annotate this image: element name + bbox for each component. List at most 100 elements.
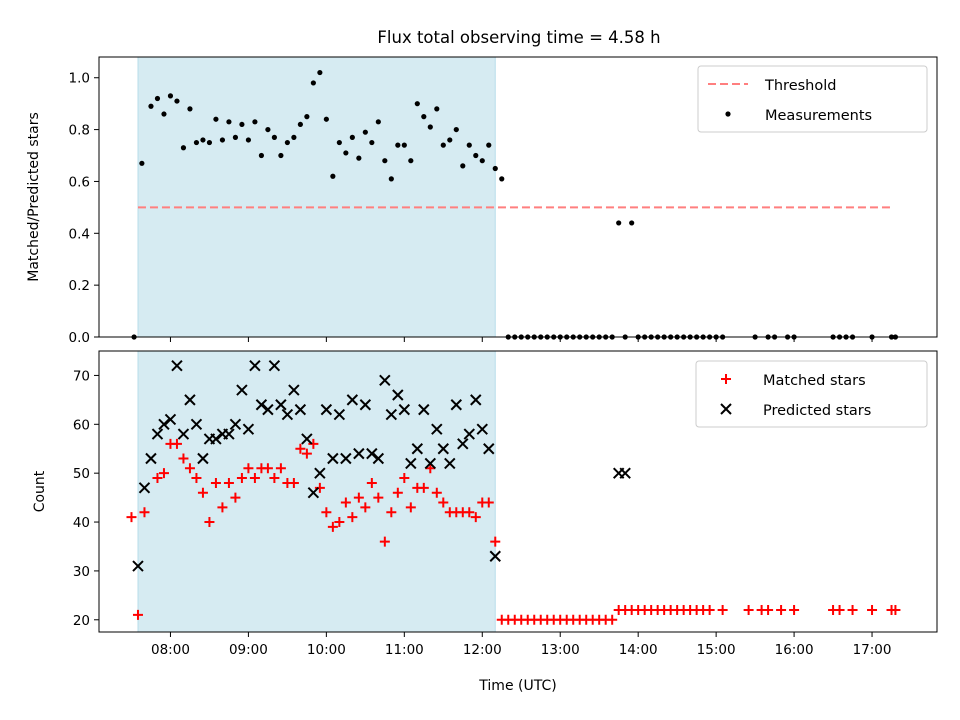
measurement-point — [362, 129, 368, 135]
bottom-axes: 20 30 40 50 60 70 08:00 09:00 10:00 11:00 12:00 13… — [32, 350, 938, 694]
matched-star-point — [353, 492, 364, 503]
x-tick-label: 11:00 — [385, 642, 424, 658]
top-y-tick-label: 0.6 — [69, 174, 90, 190]
predicted-star-point — [197, 452, 209, 465]
predicted-star-point — [184, 394, 196, 406]
predicted-star-point — [418, 403, 430, 416]
measurement-point — [336, 139, 342, 146]
measurement-point — [252, 119, 258, 125]
matched-star-point — [191, 473, 202, 484]
measurement-point — [408, 158, 414, 164]
measurement-point — [239, 121, 245, 128]
x-tick-label: 08:00 — [151, 642, 190, 658]
measurement-point — [369, 139, 375, 146]
measurement-point — [139, 160, 145, 166]
matched-star-point — [178, 453, 189, 464]
bottom-y-axis-label: Count — [32, 470, 48, 512]
measurement-point — [330, 173, 336, 179]
predicted-star-point — [450, 399, 462, 411]
predicted-star-point — [457, 438, 469, 450]
matched-star-point — [399, 473, 410, 484]
predicted-star-point — [275, 399, 287, 411]
predicted-star-point — [210, 433, 222, 445]
bottom-legend: Matched stars Predicted stars — [695, 360, 928, 428]
matched-star-point — [132, 609, 143, 620]
top-y-axis-label: Matched/Predicted stars — [26, 112, 42, 282]
measurement-point — [297, 121, 303, 128]
legend-predicted-swatch — [720, 403, 732, 415]
matched-star-point — [386, 507, 397, 518]
predicted-star-point — [242, 423, 255, 435]
measurement-point — [388, 176, 394, 182]
matched-star-point — [379, 536, 390, 547]
measurement-point — [421, 114, 427, 120]
predicted-star-point — [444, 457, 456, 470]
matched-stars-points — [126, 438, 901, 625]
predicted-star-point — [281, 408, 294, 421]
measurement-point — [440, 142, 446, 148]
matched-star-point — [223, 477, 234, 488]
measurement-point — [148, 103, 154, 109]
predicted-star-point — [249, 359, 261, 372]
matched-star-point — [158, 468, 169, 479]
predicted-star-point — [476, 423, 488, 435]
matched-star-point — [314, 482, 325, 493]
matched-star-point — [308, 438, 319, 449]
measurement-point — [492, 165, 498, 172]
predicted-star-point — [145, 452, 157, 465]
measurement-point — [382, 158, 388, 164]
matched-star-point — [431, 487, 442, 498]
predicted-star-point — [320, 403, 333, 416]
top-y-tick-label: 0.8 — [69, 123, 90, 139]
matched-star-point — [743, 605, 754, 616]
bottom-y-tick-label: 40 — [73, 515, 90, 531]
measurement-point — [473, 152, 479, 159]
matched-star-point — [418, 482, 429, 493]
measurement-point — [479, 158, 485, 164]
matched-star-point — [269, 473, 280, 484]
measurement-point — [174, 98, 180, 104]
bottom-x-ticks: 08:00 09:00 10:00 11:00 12:00 13:00 14:00 15:00… — [151, 632, 891, 658]
matched-star-point — [126, 512, 137, 523]
matched-star-point — [204, 517, 215, 528]
matched-star-point — [249, 473, 260, 484]
x-tick-label: 15:00 — [697, 642, 736, 658]
measurement-point — [616, 220, 622, 226]
matched-star-point — [490, 536, 501, 547]
measurement-point — [219, 137, 226, 143]
matched-star-point — [867, 605, 878, 616]
measurement-point — [193, 139, 200, 146]
measurement-point — [434, 106, 440, 112]
predicted-star-point — [385, 408, 398, 421]
matched-star-point — [834, 605, 845, 616]
predicted-star-point — [268, 359, 281, 372]
legend-predicted-marker — [720, 403, 732, 415]
measurement-point — [226, 119, 232, 125]
predicted-star-point — [463, 428, 475, 440]
measurement-point — [395, 142, 401, 148]
measurement-point — [356, 155, 362, 161]
matched-star-point — [288, 477, 299, 488]
matched-star-point — [184, 463, 195, 474]
matched-star-point — [295, 443, 306, 454]
bottom-y-tick-label: 20 — [73, 613, 90, 629]
predicted-star-point — [483, 443, 495, 455]
predicted-star-point — [288, 384, 300, 396]
predicted-star-point — [333, 408, 346, 421]
matched-star-point — [197, 487, 208, 498]
matched-star-point — [262, 463, 273, 474]
matched-star-point — [763, 605, 774, 616]
measurement-point — [317, 69, 323, 76]
predicted-star-point — [405, 457, 417, 470]
measurement-point — [486, 142, 492, 148]
measurement-point — [453, 126, 459, 133]
measurement-point — [187, 106, 193, 112]
predicted-star-point — [470, 394, 482, 406]
matched-star-point — [470, 512, 481, 523]
matched-star-point — [890, 605, 901, 616]
predicted-star-point — [229, 418, 242, 431]
predicted-star-point — [255, 399, 268, 411]
matched-star-point — [236, 473, 247, 484]
matched-star-point — [789, 605, 800, 616]
legend-measurements-label: Measurements — [765, 108, 872, 124]
